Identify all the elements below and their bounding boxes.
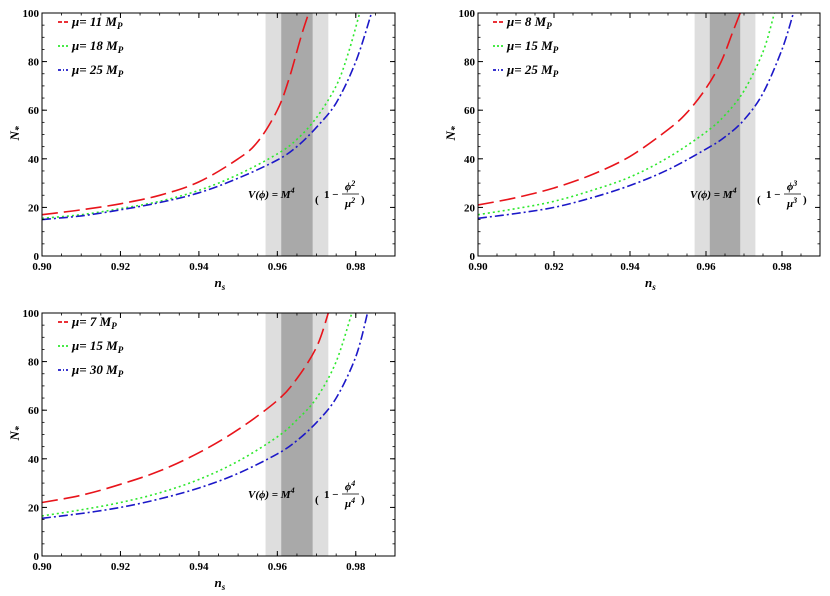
y-tick-label: 80 (28, 57, 40, 69)
svg-text:): ) (361, 194, 365, 206)
legend-entry: μ= 15 MP (506, 38, 559, 55)
y-tick-label: 80 (464, 57, 476, 69)
x-tick-label: 0.94 (189, 261, 209, 273)
x-tick-label: 0.92 (111, 261, 131, 273)
series-line-1 (42, 313, 330, 504)
x-tick-label: 0.98 (346, 261, 366, 273)
y-tick-label: 40 (464, 154, 476, 166)
svg-text:V(ϕ) = M4: V(ϕ) = M4 (248, 486, 295, 501)
y-tick-label: 40 (28, 154, 40, 166)
legend-entry: μ= 8 MP (506, 14, 552, 31)
svg-text:ϕ4: ϕ4 (345, 479, 355, 493)
y-tick-label: 60 (28, 405, 40, 417)
y-tick-label: 20 (28, 502, 40, 514)
x-tick-label: 0.92 (111, 561, 131, 573)
y-tick-label: 0 (34, 251, 40, 263)
y-tick-label: 100 (459, 8, 476, 20)
legend-entry: μ= 18 MP (71, 38, 124, 55)
x-tick-label: 0.96 (696, 261, 716, 273)
chart-panel-2: 0.90 0.92 0.94 0.96 0.98 0 20 40 60 80 100 ns N* μ= 8… (443, 8, 821, 292)
x-tick-label: 0.98 (346, 561, 366, 573)
y-tick-label: 60 (28, 105, 40, 117)
x-tick-label: 0.96 (268, 561, 288, 573)
series-line-3 (478, 13, 795, 220)
band-dark (709, 13, 741, 256)
x-tick-label: 0.96 (268, 261, 288, 273)
y-tick-label: 40 (28, 454, 40, 466)
svg-text:V(ϕ) = M4: V(ϕ) = M4 (690, 186, 737, 201)
svg-text:(: ( (315, 494, 319, 506)
chart-panel-3: 0.90 0.92 0.94 0.96 0.98 0 20 40 60 80 100 ns N* μ= 7… (7, 308, 396, 592)
y-tick-label: 60 (464, 105, 476, 117)
x-tick-label: 0.90 (32, 261, 52, 273)
x-tick-label: 0.94 (189, 561, 209, 573)
y-tick-label: 0 (34, 551, 40, 563)
svg-text:V(ϕ) = M4: V(ϕ) = M4 (248, 186, 295, 201)
svg-text:(: ( (315, 194, 319, 206)
svg-text:): ) (803, 194, 807, 206)
potential-formula: V(ϕ) = M4 (1 − ϕ3 μ3) (690, 179, 807, 210)
x-tick-label: 0.90 (32, 561, 52, 573)
series-line-1 (42, 13, 310, 216)
svg-text:ϕ3: ϕ3 (787, 179, 797, 193)
svg-text:1 −: 1 − (324, 489, 339, 501)
x-axis-label: ns (215, 575, 226, 592)
chart-panel-1: 0.90 0.92 0.94 0.96 0.98 0 20 40 60 80 100 ns N* μ= 1… (7, 8, 396, 292)
y-tick-label: 20 (28, 202, 40, 214)
svg-text:1 −: 1 − (766, 189, 781, 201)
y-tick-label: 80 (28, 357, 40, 369)
y-axis-label: N* (443, 125, 461, 141)
y-tick-label: 100 (23, 8, 40, 20)
potential-formula: V(ϕ) = M4 (1 − ϕ4 μ4) (248, 479, 365, 510)
x-tick-label: 0.94 (620, 261, 640, 273)
series-line-2 (42, 13, 361, 220)
series-line-2 (478, 13, 776, 216)
y-axis-label: N* (7, 425, 25, 441)
series-line-3 (42, 13, 373, 221)
y-tick-label: 20 (464, 202, 476, 214)
x-axis-label: ns (645, 275, 656, 292)
svg-text:μ3: μ3 (786, 196, 797, 210)
x-axis-label: ns (215, 275, 226, 292)
legend-entry: μ= 11 MP (71, 14, 123, 31)
band-dark (281, 13, 313, 256)
x-tick-label: 0.90 (468, 261, 488, 273)
potential-formula: V(ϕ) = M4 (1 − ϕ2 μ2) (248, 179, 365, 210)
svg-text:μ2: μ2 (344, 196, 355, 210)
svg-text:1 −: 1 − (324, 189, 339, 201)
series-line-1 (478, 13, 741, 206)
band-dark (281, 313, 313, 556)
y-tick-label: 0 (470, 251, 476, 263)
svg-text:μ4: μ4 (344, 496, 355, 510)
svg-text:(: ( (757, 194, 761, 206)
legend-entry: μ= 30 MP (71, 362, 124, 379)
series-line-3 (42, 313, 369, 520)
legend-entry: μ= 15 MP (71, 338, 124, 355)
y-tick-label: 100 (23, 308, 40, 320)
svg-text:ϕ2: ϕ2 (345, 179, 355, 193)
legend-entry: μ= 7 MP (71, 314, 117, 331)
x-tick-label: 0.98 (772, 261, 792, 273)
svg-text:): ) (361, 494, 365, 506)
x-tick-label: 0.92 (544, 261, 564, 273)
legend-entry: μ= 25 MP (71, 62, 124, 79)
y-axis-label: N* (7, 125, 25, 141)
legend-entry: μ= 25 MP (506, 62, 559, 79)
